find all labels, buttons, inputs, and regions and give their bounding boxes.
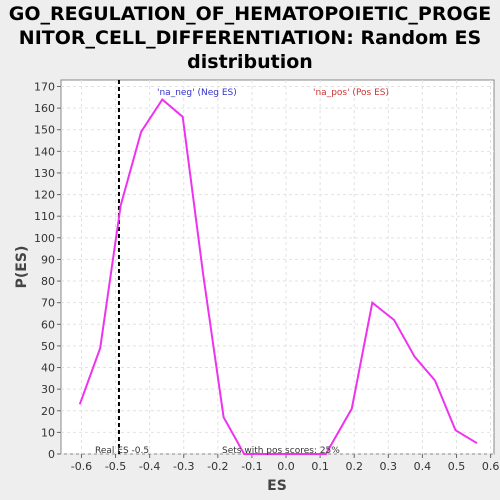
y-tick-label: 100 — [34, 232, 55, 245]
x-tick-label: 0.2 — [345, 460, 363, 473]
title-line-3: distribution — [187, 51, 313, 73]
y-tick-label: 80 — [41, 275, 55, 288]
plot-area — [60, 79, 495, 455]
x-tick-label: -0.4 — [139, 460, 160, 473]
pos-es-label: 'na_pos' (Pos ES) — [313, 88, 389, 98]
title-line-2: NITOR_CELL_DIFFERENTIATION: Random ES — [18, 27, 482, 49]
y-tick-label: 70 — [41, 297, 55, 310]
neg-es-label: 'na_neg' (Neg ES) — [157, 88, 237, 98]
x-axis: -0.6 -0.5 -0.4 -0.3 -0.2 -0.1 0.0 0.1 0.2 0.3 0.4 0… — [71, 454, 500, 473]
y-tick-label: 60 — [41, 318, 55, 331]
x-tick-label: -0.1 — [241, 460, 262, 473]
y-tick-label: 120 — [34, 189, 55, 202]
y-tick-label: 50 — [41, 340, 55, 353]
title-line-1: GO_REGULATION_OF_HEMATOPOIETIC_PROGE — [8, 3, 492, 25]
y-tick-label: 0 — [48, 448, 55, 461]
y-tick-label: 150 — [34, 124, 55, 137]
grid-lines — [61, 80, 494, 455]
x-tick-label: -0.3 — [173, 460, 194, 473]
x-tick-label: 0.6 — [482, 460, 500, 473]
y-tick-label: 140 — [34, 145, 55, 158]
y-axis: 0 10 20 30 40 50 60 70 80 90 100 110 120 130 140 150 160… — [34, 80, 61, 461]
x-tick-label: 0.5 — [448, 460, 466, 473]
y-tick-label: 110 — [34, 210, 55, 223]
y-tick-label: 130 — [34, 167, 55, 180]
y-tick-label: 10 — [41, 426, 55, 439]
y-tick-label: 160 — [34, 102, 55, 115]
y-tick-label: 20 — [41, 405, 55, 418]
real-es-text: Real ES -0.5 — [95, 446, 149, 456]
y-axis-label: P(ES) — [14, 246, 30, 289]
pos-scores-text: Sets with pos scores: 25% — [222, 446, 340, 456]
x-tick-label: -0.2 — [207, 460, 228, 473]
y-tick-label: 90 — [41, 253, 55, 266]
x-axis-label: ES — [267, 478, 287, 494]
y-tick-label: 170 — [34, 80, 55, 93]
x-tick-label: 0.1 — [311, 460, 329, 473]
x-tick-label: 0.4 — [414, 460, 432, 473]
x-tick-label: -0.5 — [105, 460, 126, 473]
chart-title: GO_REGULATION_OF_HEMATOPOIETIC_PROGE NIT… — [0, 2, 500, 74]
x-tick-label: 0.3 — [380, 460, 398, 473]
series-line — [78, 98, 478, 455]
y-tick-label: 30 — [41, 383, 55, 396]
x-tick-label: -0.6 — [71, 460, 92, 473]
y-tick-label: 40 — [41, 362, 55, 375]
x-tick-label: 0.0 — [277, 460, 295, 473]
